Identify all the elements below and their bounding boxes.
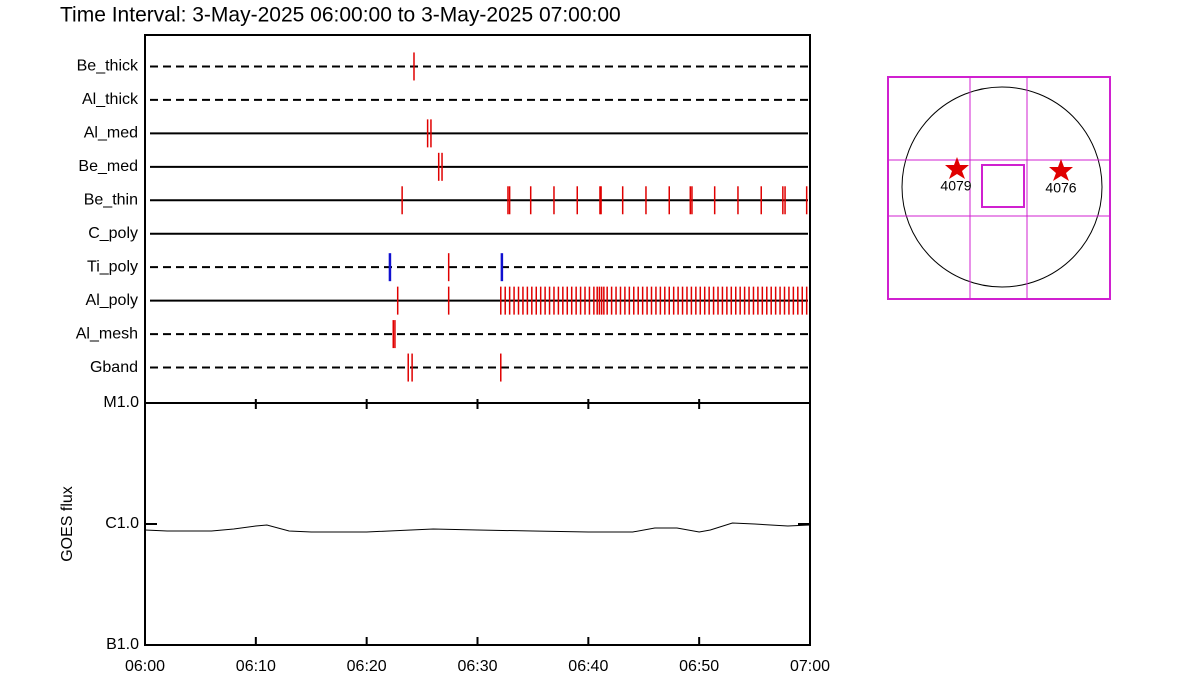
row-label: Be_thin [84, 191, 138, 208]
row-label: Al_mesh [76, 325, 138, 342]
row-label: Al_poly [86, 292, 138, 309]
region-label: 4079 [940, 178, 971, 194]
fov-box [981, 164, 1025, 208]
row-label: Ti_poly [87, 258, 138, 275]
row-label: Al_med [84, 125, 138, 142]
map-frame [887, 76, 1111, 300]
region-label: 4076 [1045, 180, 1076, 196]
timeline-frame [144, 34, 811, 404]
x-tick-label: 06:40 [568, 658, 608, 675]
x-tick-label: 07:00 [790, 658, 830, 675]
y-tick-label: C1.0 [105, 515, 139, 532]
region-star [945, 157, 969, 179]
row-label: Be_thick [77, 58, 139, 75]
y-axis-label: GOES flux [59, 486, 76, 562]
sun-map: 4079 4076 [887, 76, 1111, 300]
y-tick-label: M1.0 [103, 394, 139, 411]
goes-frame [144, 402, 811, 646]
chart-title: Time Interval: 3-May-2025 06:00:00 to 3-… [60, 4, 621, 27]
row-label: Be_med [78, 158, 138, 175]
x-tick-label: 06:00 [125, 658, 165, 675]
region-star [1049, 159, 1073, 181]
row-label: Gband [90, 359, 138, 376]
row-label: Al_thick [82, 91, 139, 108]
x-tick-label: 06:50 [679, 658, 719, 675]
x-tick-label: 06:30 [457, 658, 497, 675]
x-tick-label: 06:20 [347, 658, 387, 675]
x-tick-label: 06:10 [236, 658, 276, 675]
y-tick-label: B1.0 [106, 636, 139, 653]
solar-limb [901, 86, 1103, 288]
row-label: C_poly [88, 225, 138, 242]
goes-line [144, 522, 811, 533]
